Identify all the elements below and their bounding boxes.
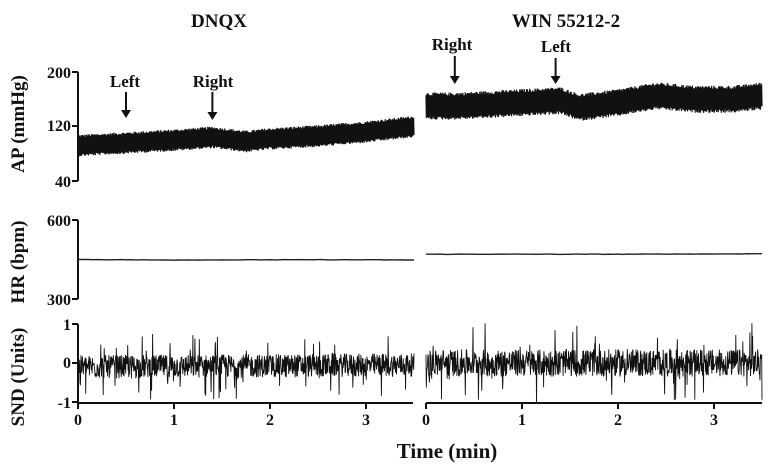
row-label-hr: HR (bpm) <box>8 221 29 304</box>
xtick-left-1: 1 <box>170 412 178 429</box>
hr-ytick-600: 600 <box>47 213 71 230</box>
snd-ytick-minus1: -1 <box>58 395 71 412</box>
xtick-right-0: 0 <box>422 412 430 429</box>
annotation-left-win: Left <box>541 37 572 56</box>
annotation-right-dnqx: Right <box>193 72 234 91</box>
xtick-left-2: 2 <box>266 412 274 429</box>
series-hr-dnqx <box>78 258 414 261</box>
series-snd-dnqx <box>77 333 415 400</box>
series-ap-win <box>425 82 763 121</box>
row-label-snd: SND (Units) <box>8 328 29 427</box>
annotation-arrow-head <box>550 76 561 84</box>
traces-layer <box>77 82 763 404</box>
snd-ytick-0: 0 <box>63 355 71 372</box>
annotation-right-win: Right <box>432 35 473 54</box>
annotation-arrow-head <box>449 76 460 84</box>
xtick-left-3: 3 <box>362 412 370 429</box>
annotation-arrows <box>121 56 561 120</box>
series-ap-dnqx <box>77 116 415 157</box>
annotation-arrow-head <box>207 112 218 120</box>
column-title-win55212: WIN 55212-2 <box>512 11 620 32</box>
xtick-right-3: 3 <box>710 412 718 429</box>
ap-ytick-200: 200 <box>47 65 71 82</box>
ap-ytick-40: 40 <box>55 174 71 191</box>
annotation-left-dnqx: Left <box>110 72 141 91</box>
ap-ytick-120: 120 <box>47 118 71 135</box>
annotation-arrow-head <box>121 110 131 118</box>
row-label-ap: AP (mmHg) <box>8 75 29 173</box>
column-title-dnqx: DNQX <box>191 11 247 32</box>
snd-ytick-1: 1 <box>63 317 71 334</box>
xtick-right-2: 2 <box>614 412 622 429</box>
series-hr-win <box>426 252 762 256</box>
xtick-right-1: 1 <box>518 412 526 429</box>
x-axis-label: Time (min) <box>397 439 498 463</box>
xtick-left-0: 0 <box>74 412 82 429</box>
hr-ytick-300: 300 <box>47 292 71 309</box>
series-snd-win <box>425 323 763 404</box>
x-axis-ticks <box>77 403 715 409</box>
